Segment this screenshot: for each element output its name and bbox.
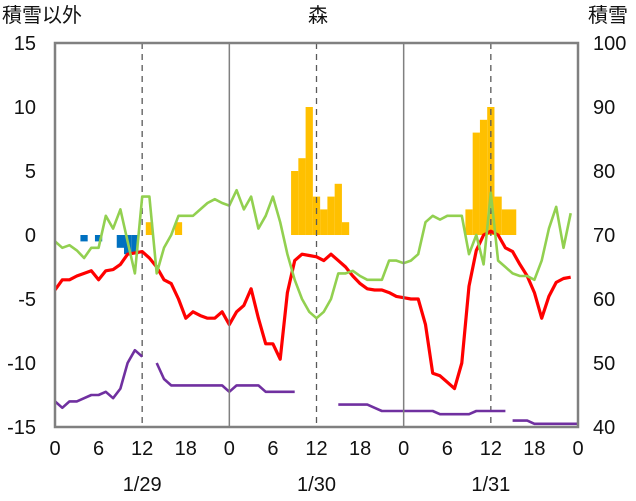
x-tick-label: 0 [49,438,60,460]
series-2-segment-0 [54,348,144,410]
left-tick-label: -10 [7,353,36,375]
bar-1 [94,235,103,242]
x-tick-label: 12 [480,438,502,460]
bar-6 [174,222,183,235]
series-2-segment-2 [338,403,506,416]
bar-16 [472,132,480,235]
bar-2 [116,235,125,248]
x-tick-label: 6 [93,438,104,460]
left-tick-label: 10 [14,97,36,119]
bar-7 [291,171,299,235]
bar-5 [145,222,154,235]
bar-12 [327,196,335,235]
bar-17 [479,119,488,235]
series-2-segment-1 [155,362,295,394]
bar-13 [334,183,342,235]
bar-8 [298,158,306,235]
bar-10 [312,196,321,235]
bar-series [80,107,517,255]
bar-0 [80,235,88,242]
series-2-segment-3 [512,419,578,426]
right-tick-label: 40 [593,417,615,439]
chart-title: 森 [308,3,328,27]
x-tick-label: 6 [267,438,278,460]
left-tick-label: -15 [7,417,36,439]
bar-21 [508,209,517,235]
x-tick-label: 0 [398,438,409,460]
left-tick-label: 5 [25,161,36,183]
plot-frame [53,41,580,429]
series-1-segment-0 [54,188,572,320]
bar-11 [320,209,328,235]
series-0-segment-0 [53,229,571,391]
plot-border [53,41,580,429]
x-tick-label: 18 [349,438,371,460]
left-tick-label: 15 [14,33,36,55]
right-tick-label: 60 [593,289,615,311]
date-label: 1/30 [297,474,336,496]
right-tick-label: 70 [593,225,615,247]
x-tick-label: 18 [523,438,545,460]
right-tick-label: 80 [593,161,615,183]
x-tick-label: 6 [442,438,453,460]
right-tick-label: 100 [593,33,626,55]
bar-14 [341,222,350,235]
bar-15 [465,209,473,235]
x-tick-label: 12 [131,438,153,460]
date-label: 1/29 [123,474,162,496]
bar-18 [487,107,495,235]
bar-9 [305,107,313,235]
x-tick-label: 12 [305,438,327,460]
left-axis-label: 積雪以外 [2,3,82,27]
x-tick-label: 0 [224,438,235,460]
date-label: 1/31 [471,474,510,496]
left-tick-label: 0 [25,225,36,247]
right-tick-label: 50 [593,353,615,375]
line-series [53,188,578,426]
left-tick-label: -5 [18,289,36,311]
dashed-guides [141,43,492,427]
x-tick-label: 0 [572,438,583,460]
bar-4 [131,235,139,255]
right-axis-label: 積雪 [588,3,628,27]
x-tick-label: 18 [175,438,197,460]
bar-20 [501,209,509,235]
right-tick-label: 90 [593,97,615,119]
bar-19 [494,196,502,235]
